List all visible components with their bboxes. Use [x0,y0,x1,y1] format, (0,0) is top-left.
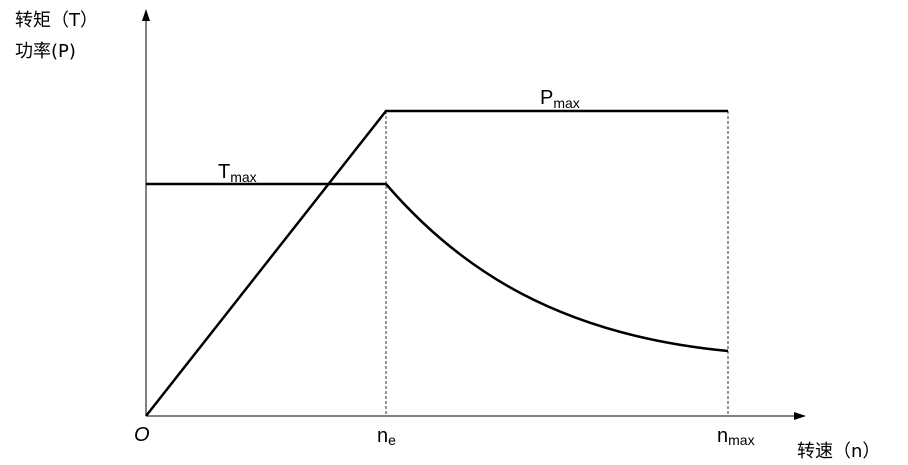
pmax-label: Pmax [540,87,580,111]
y-axis-label: 转矩（T） [15,10,98,31]
label-main: T [218,161,230,183]
y-axis-label: 功率(P) [15,41,76,62]
label-sub: max [728,432,754,448]
tmax-label: Tmax [218,161,257,185]
nmax-label: nmax [717,425,755,448]
label-main: n [717,425,728,447]
label-main: P [540,87,553,109]
origin-label: O [134,424,150,446]
x-axis-label: 转速（n） [797,441,880,462]
power-curve [145,109,728,417]
label-sub: max [230,169,256,185]
label-sub: max [553,95,579,111]
ne-label: ne [377,425,396,448]
label-sub: e [388,432,396,448]
torque-curve [146,182,729,353]
label-main: n [377,425,388,447]
